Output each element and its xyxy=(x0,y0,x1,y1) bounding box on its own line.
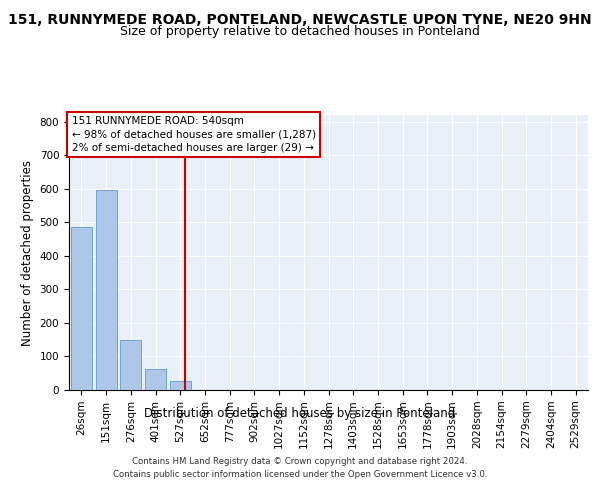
Text: 151 RUNNYMEDE ROAD: 540sqm
← 98% of detached houses are smaller (1,287)
2% of se: 151 RUNNYMEDE ROAD: 540sqm ← 98% of deta… xyxy=(71,116,316,153)
Bar xyxy=(145,369,166,390)
Bar xyxy=(71,226,92,390)
Bar xyxy=(95,190,116,390)
Text: Distribution of detached houses by size in Ponteland: Distribution of detached houses by size … xyxy=(145,408,455,420)
Bar xyxy=(120,340,141,390)
Text: Size of property relative to detached houses in Ponteland: Size of property relative to detached ho… xyxy=(120,25,480,38)
Text: 151, RUNNYMEDE ROAD, PONTELAND, NEWCASTLE UPON TYNE, NE20 9HN: 151, RUNNYMEDE ROAD, PONTELAND, NEWCASTL… xyxy=(8,12,592,26)
Text: Contains HM Land Registry data © Crown copyright and database right 2024.: Contains HM Land Registry data © Crown c… xyxy=(132,458,468,466)
Bar xyxy=(170,381,191,390)
Text: Contains public sector information licensed under the Open Government Licence v3: Contains public sector information licen… xyxy=(113,470,487,479)
Y-axis label: Number of detached properties: Number of detached properties xyxy=(21,160,34,346)
